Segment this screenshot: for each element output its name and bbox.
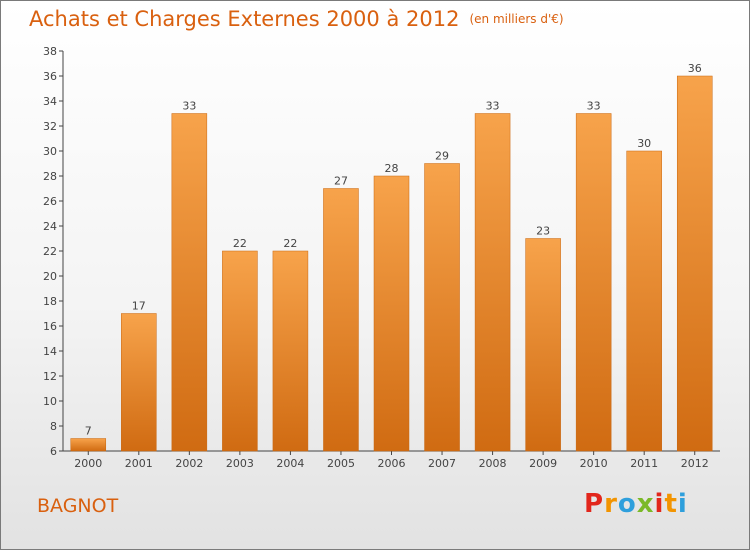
commune-name: BAGNOT bbox=[37, 495, 119, 517]
y-tick-label: 20 bbox=[43, 270, 57, 283]
y-tick-label: 8 bbox=[50, 420, 57, 433]
value-label-2001: 17 bbox=[132, 300, 146, 313]
bar-2008 bbox=[474, 113, 511, 452]
y-tick-label: 28 bbox=[43, 170, 57, 183]
value-labels: 7 17 33 22 22 27 28 29 33 23 33 30 36 bbox=[85, 62, 702, 438]
logo-letter: P bbox=[584, 489, 605, 519]
y-tick-label: 16 bbox=[43, 320, 57, 333]
chart-title: Achats et Charges Externes 2000 à 2012 (e… bbox=[29, 7, 564, 31]
x-tick-label-2012: 2012 bbox=[681, 457, 709, 470]
bar-2003 bbox=[222, 250, 258, 452]
x-tick-label-2004: 2004 bbox=[276, 457, 304, 470]
x-tick-label-2007: 2007 bbox=[428, 457, 456, 470]
bar-2001 bbox=[121, 313, 157, 452]
value-label-2010: 33 bbox=[587, 100, 601, 113]
bar-2007 bbox=[424, 163, 460, 452]
y-tick-label: 36 bbox=[43, 70, 57, 83]
y-tick-label: 32 bbox=[43, 120, 57, 133]
x-tick-label-2009: 2009 bbox=[529, 457, 557, 470]
x-tick-label-2005: 2005 bbox=[327, 457, 355, 470]
x-tick-label-2002: 2002 bbox=[175, 457, 203, 470]
value-label-2011: 30 bbox=[637, 137, 651, 150]
bar-2011 bbox=[626, 150, 662, 452]
value-label-2000: 7 bbox=[85, 425, 92, 438]
logo-letter: t bbox=[664, 489, 678, 519]
bar-2012 bbox=[676, 75, 713, 452]
y-tick-label: 6 bbox=[50, 445, 57, 458]
value-label-2012: 36 bbox=[688, 62, 702, 75]
value-label-2003: 22 bbox=[233, 237, 247, 250]
axes: 6 8 10 12 14 16 18 20 22 24 26 28 30 32 34 36 38 2000 2001… bbox=[43, 45, 720, 470]
logo-letter: r bbox=[604, 489, 618, 519]
y-tick-label: 38 bbox=[43, 45, 57, 58]
value-label-2009: 23 bbox=[536, 225, 550, 238]
y-tick-label: 10 bbox=[43, 395, 57, 408]
logo-letter: i bbox=[677, 489, 688, 519]
x-tick-label-2000: 2000 bbox=[74, 457, 102, 470]
value-label-2004: 22 bbox=[283, 237, 297, 250]
x-tick-label-2001: 2001 bbox=[125, 457, 153, 470]
value-label-2002: 33 bbox=[182, 100, 196, 113]
y-tick-label: 14 bbox=[43, 345, 57, 358]
x-tick-label-2008: 2008 bbox=[479, 457, 507, 470]
proxiti-logo[interactable]: Proxiti bbox=[584, 489, 688, 519]
bar-2004 bbox=[272, 250, 309, 452]
logo-letter: x bbox=[636, 489, 655, 519]
logo-letter: o bbox=[617, 489, 637, 519]
bar-2000 bbox=[70, 438, 107, 452]
bar-2002 bbox=[171, 113, 208, 452]
logo-letter: i bbox=[654, 489, 665, 519]
x-tick-label-2003: 2003 bbox=[226, 457, 254, 470]
value-label-2006: 28 bbox=[385, 162, 399, 175]
y-tick-label: 18 bbox=[43, 295, 57, 308]
unit-label: (en milliers d'€) bbox=[469, 12, 564, 26]
bar-2006 bbox=[373, 175, 410, 452]
y-tick-label: 12 bbox=[43, 370, 57, 383]
y-tick-label: 26 bbox=[43, 195, 57, 208]
y-tick-label: 24 bbox=[43, 220, 57, 233]
bar-2009 bbox=[525, 238, 561, 452]
bar-2010 bbox=[575, 113, 612, 452]
y-tick-label: 30 bbox=[43, 145, 57, 158]
y-tick-label: 34 bbox=[43, 95, 57, 108]
x-tick-label-2010: 2010 bbox=[580, 457, 608, 470]
x-tick-label-2006: 2006 bbox=[378, 457, 406, 470]
value-label-2005: 27 bbox=[334, 175, 348, 188]
value-label-2008: 33 bbox=[486, 100, 500, 113]
value-label-2007: 29 bbox=[435, 150, 449, 163]
y-tick-label: 22 bbox=[43, 245, 57, 258]
bars bbox=[70, 75, 713, 452]
title-text: Achats et Charges Externes 2000 à 2012 bbox=[29, 7, 460, 31]
bar-2005 bbox=[323, 188, 359, 452]
x-tick-label-2011: 2011 bbox=[630, 457, 658, 470]
